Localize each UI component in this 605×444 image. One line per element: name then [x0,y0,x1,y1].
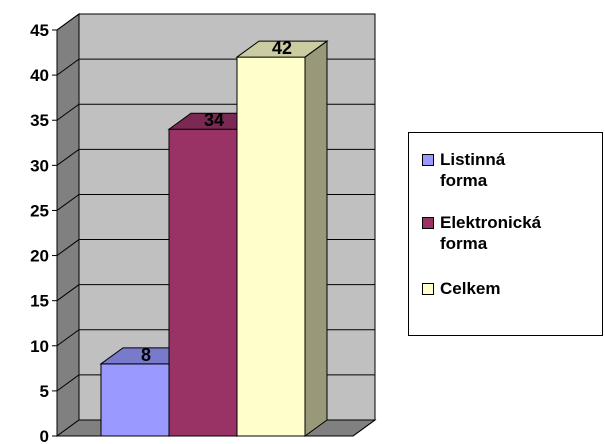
legend-swatch-listinna [422,154,434,166]
y-tick-label: 5 [40,382,49,401]
legend-item-elektronicka: Elektronická forma [422,212,541,254]
y-tick-label: 30 [30,156,49,175]
bar-front [100,363,170,437]
y-tick-label: 35 [30,111,49,130]
y-tick-label: 20 [30,247,49,266]
bar-top [235,40,329,58]
legend-label-listinna: Listinná forma [440,150,506,190]
legend-item-celkem: Celkem [422,278,500,299]
data-label: 34 [204,110,224,130]
y-tick-label: 10 [30,337,49,356]
data-label: 8 [141,345,151,365]
data-label: 42 [272,38,292,58]
bars: 8 34 42 [99,38,329,437]
legend-item-listinna: Listinná forma [422,149,505,191]
y-tick-label: 45 [30,21,49,40]
bar-front [236,56,306,437]
bar-front [168,128,238,437]
gridline [56,13,375,31]
legend-swatch-celkem [422,283,434,295]
y-tick-label: 0 [40,427,49,444]
legend-label-elektronicka: Elektronická forma [440,213,542,253]
y-tick-label: 25 [30,201,49,220]
legend-label-celkem: Celkem [440,279,501,298]
legend: Listinná forma Elektronická forma Celkem [408,132,603,336]
chart-side-wall [56,13,80,437]
legend-swatch-elektronicka [422,217,434,229]
y-tick-label: 15 [30,292,49,311]
y-axis: 0 5 10 15 20 25 30 35 40 45 [30,21,376,444]
floor-edge [352,419,376,437]
bar-side [304,40,328,437]
y-tick-label: 40 [30,66,49,85]
bar-3: 42 [235,38,329,437]
